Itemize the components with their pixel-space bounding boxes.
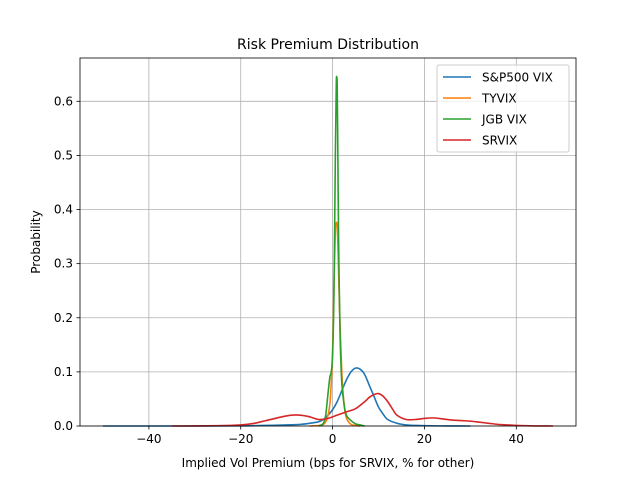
x-tick-label: 0	[329, 432, 337, 446]
y-tick-label: 0.3	[54, 257, 73, 271]
plot-frame	[79, 57, 577, 427]
y-axis: 0.0 0.1 0.2 0.3 0.4 0.5 0.6	[54, 94, 80, 433]
x-tick-label: −20	[228, 432, 253, 446]
series-line-3	[171, 392, 554, 427]
y-axis-label: Probability	[29, 210, 43, 273]
series-line-2	[318, 75, 365, 427]
series-line-1	[309, 221, 361, 427]
series-line-0	[102, 367, 471, 427]
legend-label: TYVIX	[481, 92, 517, 106]
y-tick-label: 0.1	[54, 365, 73, 379]
y-tick-label: 0.4	[54, 203, 73, 217]
legend-label: S&P500 VIX	[482, 71, 553, 85]
x-axis: −40 −20 0 20 40	[136, 426, 524, 446]
legend: S&P500 VIX TYVIX JGB VIX SRVIX	[436, 64, 570, 153]
chart-title: Risk Premium Distribution	[237, 37, 419, 53]
legend-box	[436, 64, 570, 153]
legend-label: JGB VIX	[481, 113, 527, 127]
x-tick-label: −40	[136, 432, 161, 446]
y-tick-label: 0.2	[54, 311, 73, 325]
x-tick-label: 40	[509, 432, 524, 446]
legend-label: SRVIX	[482, 134, 517, 148]
y-tick-label: 0.6	[54, 94, 73, 108]
x-tick-label: 20	[417, 432, 432, 446]
series-layer	[102, 75, 554, 427]
y-tick-label: 0.0	[54, 419, 73, 433]
x-axis-label: Implied Vol Premium (bps for SRVIX, % fo…	[182, 456, 475, 470]
y-tick-label: 0.5	[54, 148, 73, 162]
